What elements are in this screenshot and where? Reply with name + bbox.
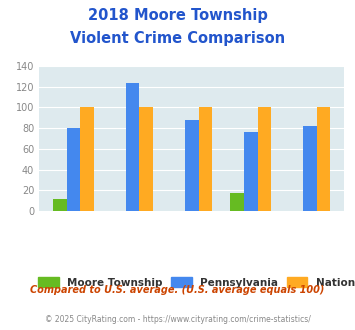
Bar (303, 126, 317, 211)
Bar (258, 108, 271, 211)
Text: Violent Crime Comparison: Violent Crime Comparison (70, 31, 285, 46)
Bar (126, 82, 139, 211)
Bar (185, 120, 198, 211)
Text: © 2025 CityRating.com - https://www.cityrating.com/crime-statistics/: © 2025 CityRating.com - https://www.city… (45, 315, 310, 324)
Text: 2018 Moore Township: 2018 Moore Township (88, 8, 267, 23)
Bar (66, 128, 80, 211)
Legend: Moore Township, Pennsylvania, National: Moore Township, Pennsylvania, National (38, 278, 355, 288)
Bar (230, 192, 244, 211)
Text: Compared to U.S. average. (U.S. average equals 100): Compared to U.S. average. (U.S. average … (30, 285, 325, 295)
Bar (244, 132, 258, 211)
Bar (139, 108, 153, 211)
Bar (80, 108, 94, 211)
Bar (198, 108, 212, 211)
Bar (53, 199, 66, 211)
Bar (317, 108, 331, 211)
